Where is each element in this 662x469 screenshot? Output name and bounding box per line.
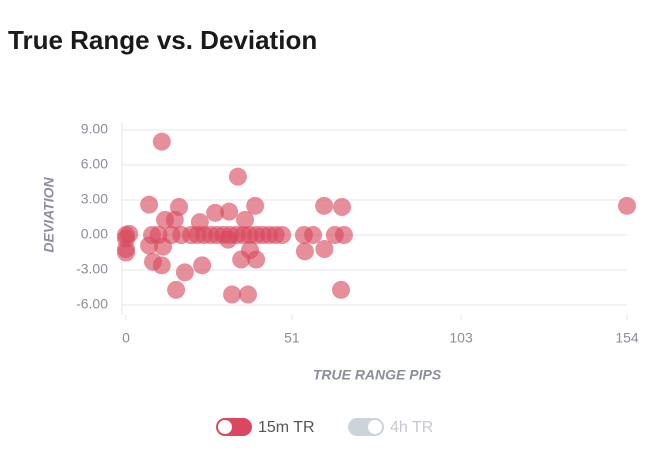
legend-label[interactable]: 4h TR [390,419,433,436]
point [175,263,194,282]
y-tick-label: 6.00 [81,156,108,172]
point [228,167,247,186]
point [304,226,323,244]
point [219,230,238,249]
point [220,202,239,221]
y-tick-label: 9.00 [81,121,108,137]
toggle-knob[interactable] [218,420,232,434]
point [117,243,135,262]
point [152,256,171,275]
point [618,196,636,215]
point [167,280,186,299]
x-tick-label: 51 [284,330,300,346]
x-tick-label: 154 [615,330,639,346]
y-tick-label: 0.00 [81,226,108,242]
x-axis-label: TRUE RANGE PIPS [313,367,442,383]
point [334,226,353,244]
point [246,196,265,215]
y-axis-label: DEVIATION [41,177,57,253]
point [295,242,314,261]
point [140,195,159,214]
point [273,226,292,244]
point [154,237,173,256]
point [240,241,259,260]
legend-label[interactable]: 15m TR [258,419,315,436]
point [315,240,334,258]
point [315,196,334,215]
point [193,256,212,275]
x-tick-label: 103 [449,330,473,346]
y-tick-label: -6.00 [76,296,108,312]
point [165,210,184,229]
point [333,198,352,216]
toggle-knob[interactable] [368,420,382,434]
point [223,285,242,304]
y-tick-label: -3.00 [76,261,108,277]
chart-title: True Range vs. Deviation [8,25,317,55]
point [332,280,351,299]
point [206,203,225,222]
point [238,285,257,304]
x-tick-label: 0 [122,330,130,346]
point [120,224,139,243]
point [152,132,171,151]
point [236,210,255,229]
y-tick-label: 3.00 [81,191,108,207]
point [140,236,159,255]
